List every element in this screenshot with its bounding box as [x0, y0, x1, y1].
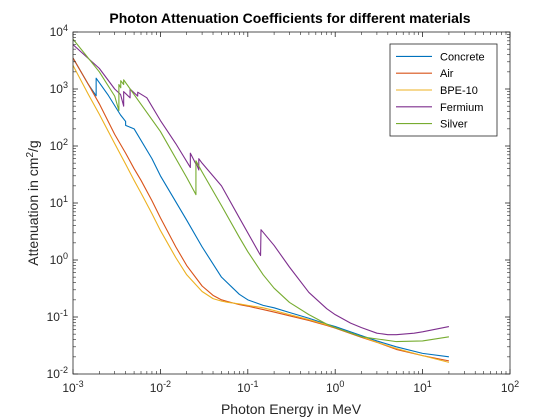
y-tick-label: 104	[50, 23, 68, 39]
y-tick-label: 10-2	[47, 365, 68, 381]
legend-label-concrete: Concrete	[440, 51, 485, 63]
x-tick-label: 10-2	[150, 379, 171, 395]
y-axis-label-base: Attenuation in cm	[25, 158, 41, 266]
series-line-fermium	[73, 44, 450, 336]
y-axis-label-tail: /g	[25, 140, 41, 152]
legend-label-fermium: Fermium	[440, 102, 483, 114]
y-tick-label: 10-1	[47, 308, 68, 324]
x-tick-label: 102	[501, 379, 519, 395]
legend: Concrete Air BPE-10 Fermium Silver	[389, 43, 498, 137]
legend-label-silver: Silver	[440, 119, 468, 131]
y-axis-label-sup: 2	[25, 152, 36, 158]
x-tick-label: 101	[413, 379, 431, 395]
series-line-silver	[73, 38, 449, 343]
x-tick-label: 10-3	[62, 379, 83, 395]
y-tick-label: 101	[50, 194, 68, 210]
x-tick-label: 100	[326, 379, 344, 395]
series-line-concrete	[73, 57, 449, 358]
chart-title: Photon Attenuation Coefficients for diff…	[109, 10, 470, 26]
ticks-layer: 10-3 10-2 10-1 100 101 10210-210-110010110210…	[47, 23, 520, 395]
y-axis-label: Attenuation in cm2/g	[25, 140, 42, 265]
x-tick-label: 10-1	[237, 379, 258, 395]
x-axis-label: Photon Energy in MeV	[221, 401, 362, 417]
y-tick-label: 103	[50, 80, 68, 96]
y-tick-label: 100	[50, 251, 68, 267]
legend-label-air: Air	[440, 68, 454, 80]
legend-label-bpe-10: BPE-10	[440, 85, 478, 97]
y-tick-label: 102	[50, 137, 68, 153]
series-layer	[73, 38, 450, 363]
